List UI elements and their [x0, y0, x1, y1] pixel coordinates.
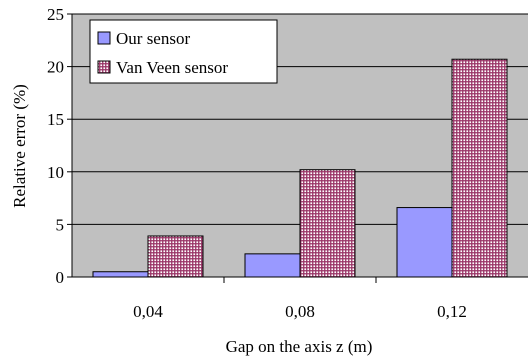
- bar-van-veen-sensor: [451, 58, 508, 278]
- x-tick-label: 0,08: [285, 302, 315, 321]
- bar-van-veen-sensor: [147, 235, 204, 278]
- legend-swatch: [97, 31, 111, 45]
- x-tick-label: 0,12: [437, 302, 467, 321]
- y-tick-label: 20: [47, 58, 64, 77]
- y-tick-label: 10: [47, 163, 64, 182]
- bar-our-sensor: [244, 253, 301, 278]
- bar-our-sensor: [92, 271, 149, 278]
- legend-swatch: [97, 60, 111, 74]
- y-tick-label: 15: [47, 110, 64, 129]
- y-tick-label: 0: [56, 268, 65, 287]
- legend-box: [89, 19, 278, 84]
- y-axis-title: Relative error (%): [10, 84, 29, 208]
- legend-label: Van Veen sensor: [116, 58, 228, 77]
- y-tick-label: 25: [47, 5, 64, 24]
- x-tick-label: 0,04: [133, 302, 163, 321]
- y-tick-label: 5: [56, 215, 65, 234]
- x-axis-title: Gap on the axis z (m): [226, 337, 373, 356]
- bar-our-sensor: [396, 207, 453, 278]
- bar-van-veen-sensor: [299, 169, 356, 278]
- legend-label: Our sensor: [116, 29, 190, 48]
